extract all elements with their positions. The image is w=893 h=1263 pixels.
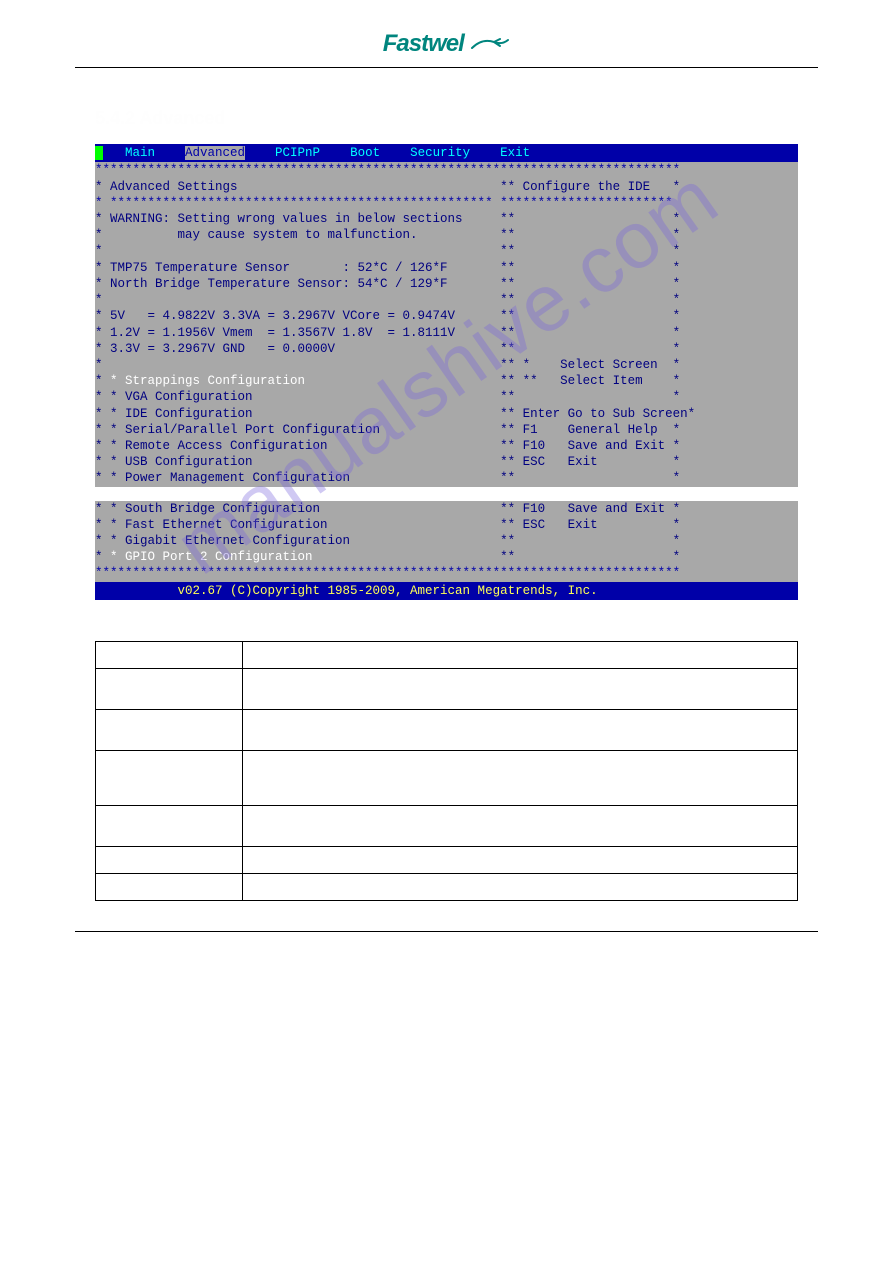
table-cell-desc: Indication of the basic module voltages [243,750,798,805]
table-row: North Bridge Temperature SensorIndicatio… [96,709,798,750]
logo-text: Fastwel [383,30,464,57]
table-row: Strappings ConfigurationSwitch to submen… [96,805,798,846]
bios-screenshot-1: Main Advanced PCIPnP Boot Security Exit … [95,144,798,486]
table-cell-desc: Indication of the CPU temperature (used … [243,668,798,709]
table-cell-option: TMP75 Temperature Sensor [96,668,243,709]
table-cell-desc: Switch to submenu of video controller pa… [243,846,798,873]
table-header-desc: Description [243,641,798,668]
table-cell-option: North Bridge Temperature Sensor [96,709,243,750]
footer-right: 7 3 © 2 0 1 3 F a s t we l v . 1 . 4 E [664,938,818,949]
table-lead: Options of Advanced tab are described in… [95,620,798,635]
bios-footer: v02.67 (C)Copyright 1985-2009, American … [95,582,798,600]
table-cell-option: Strappings Configuration [96,805,243,846]
bios-menu-bar[interactable]: Main Advanced PCIPnP Boot Security Exit [95,144,798,162]
table-cell-desc: Switch to submenu of strappings register… [243,805,798,846]
table-cell-desc: Switch to submenu of drives parameters s… [243,873,798,900]
top-rule [75,67,818,68]
table-cell-option: IDE Configuration [96,873,243,900]
table-cell-option: VGA Configuration [96,846,243,873]
page-footer: C P C 3 0 8 U s e r M a n u a l 7 3 © 2 … [75,931,818,949]
logo-block: Fastwel [75,30,818,59]
table-cell-option: 5V, 1.2V, 3.3V, 3.3VA, Vmem, GND, Vcore,… [96,750,243,805]
header-right: C P C 3 0 8 [763,52,815,63]
logo-swoosh-icon [470,34,510,59]
table-row: VGA ConfigurationSwitch to submenu of vi… [96,846,798,873]
footer-left: C P C 3 0 8 U s e r M a n u a l [75,938,208,949]
table-row: TMP75 Temperature SensorIndication of th… [96,668,798,709]
table-header-option: Menu option [96,641,243,668]
options-table: Menu option Description TMP75 Temperatur… [95,641,798,901]
table-cell-desc: Indication of the internal temperature o… [243,709,798,750]
table-row: IDE ConfigurationSwitch to submenu of dr… [96,873,798,900]
bios-screenshot-2: * * South Bridge Configuration ** F10 Sa… [95,501,798,600]
table-row: 5V, 1.2V, 3.3V, 3.3VA, Vmem, GND, Vcore,… [96,750,798,805]
section-title: 5.4.2 Advanced [95,108,818,129]
